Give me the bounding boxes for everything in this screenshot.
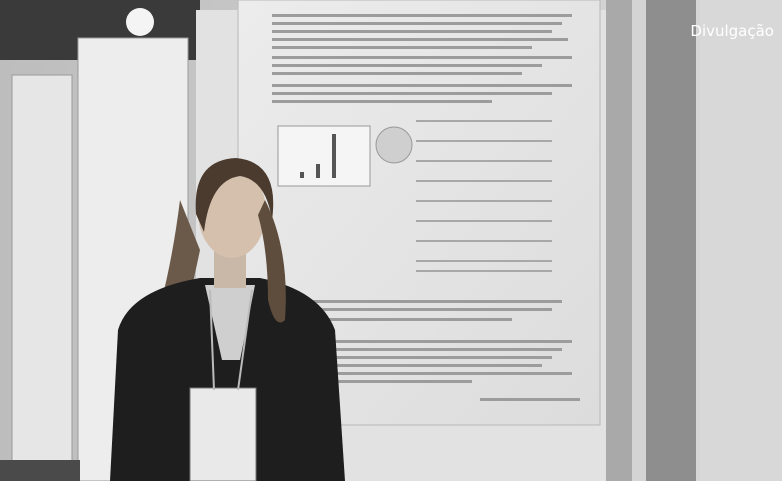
- poster-chart: [277, 125, 371, 187]
- booth-panel: [11, 74, 73, 466]
- jacket: [110, 278, 345, 481]
- floor: [0, 460, 80, 481]
- hair: [195, 158, 274, 232]
- badge: [189, 387, 257, 481]
- poster-chart-bar: [300, 172, 304, 178]
- wall-panel: [700, 0, 782, 481]
- lanyard: [209, 289, 215, 391]
- poster-table: [416, 120, 552, 272]
- column: [606, 0, 632, 481]
- light: [126, 8, 154, 36]
- poster-chart-bar: [316, 164, 320, 178]
- photo-credit: Divulgação: [690, 22, 774, 40]
- lanyard: [237, 289, 253, 391]
- shirt: [205, 285, 255, 360]
- poster-text: [272, 14, 580, 401]
- poster-chart-bar: [332, 134, 336, 178]
- hair: [258, 200, 286, 323]
- poster-pie: [375, 126, 413, 164]
- column: [646, 0, 696, 481]
